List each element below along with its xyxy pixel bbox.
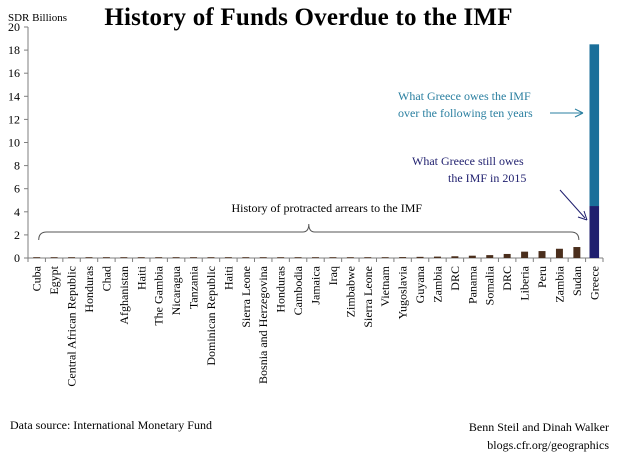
bar xyxy=(312,257,319,258)
y-tick-label: 10 xyxy=(8,136,20,150)
data-source-note: Data source: International Monetary Fund xyxy=(10,418,212,432)
x-tick-label: Haiti xyxy=(134,265,148,290)
x-tick-label: Somalia xyxy=(483,265,497,305)
bar xyxy=(346,257,354,258)
x-tick-label: Yugoslavia xyxy=(396,265,410,319)
annotation-current-line2: the IMF in 2015 xyxy=(448,171,526,185)
chart-title: History of Funds Overdue to the IMF xyxy=(104,4,513,31)
bar xyxy=(399,257,407,258)
x-tick-label: DRC xyxy=(448,266,462,291)
bar xyxy=(33,257,41,258)
x-tick-label: Sierra Leone xyxy=(361,266,375,328)
bar xyxy=(503,253,511,258)
y-tick-label: 4 xyxy=(14,205,20,219)
x-tick-label: Haiti xyxy=(221,265,235,290)
y-tick-label: 16 xyxy=(8,66,20,80)
bar-greece-2015 xyxy=(589,206,600,258)
bar xyxy=(294,257,302,258)
bar xyxy=(364,257,372,258)
x-tick-label: Chad xyxy=(99,266,113,291)
x-tick-label: Dominican Republic xyxy=(204,266,218,366)
annotation-future-line2: over the following ten years xyxy=(398,106,533,120)
bar xyxy=(573,247,581,258)
bar xyxy=(68,257,76,258)
bar xyxy=(120,257,128,258)
bar xyxy=(137,257,145,258)
y-axis-unit-label: SDR Billions xyxy=(8,12,67,24)
bar xyxy=(50,257,58,258)
y-tick-label: 20 xyxy=(8,20,20,34)
bar xyxy=(85,257,93,258)
bar xyxy=(555,248,563,258)
bar xyxy=(155,257,163,258)
x-tick-label: Bosnia and Herzegovina xyxy=(256,265,270,384)
x-tick-label: Liberia xyxy=(518,265,532,300)
x-tick-label: Central African Republic xyxy=(65,266,79,387)
x-tick-label: Honduras xyxy=(82,266,96,313)
bar xyxy=(468,255,476,258)
x-tick-label: Zimbabwe xyxy=(343,266,357,317)
y-tick-label: 6 xyxy=(14,182,20,196)
x-tick-label: Jamaica xyxy=(309,265,323,304)
x-tick-label: Sierra Leone xyxy=(239,266,253,328)
x-tick-label: Cambodia xyxy=(291,265,305,315)
bar xyxy=(207,257,215,258)
x-tick-label: Panama xyxy=(465,265,479,304)
x-tick-label: Sudan xyxy=(570,266,584,296)
y-tick-label: 12 xyxy=(8,112,20,126)
x-tick-label: Afghanistan xyxy=(117,266,131,325)
x-tick-label: Iraq xyxy=(326,266,340,285)
y-tick-label: 2 xyxy=(14,228,20,242)
bar xyxy=(102,257,110,258)
y-tick-label: 0 xyxy=(14,251,20,265)
bar xyxy=(381,257,389,258)
bar xyxy=(329,257,337,258)
bar xyxy=(486,255,494,258)
x-tick-label: Peru xyxy=(535,266,549,288)
bar-greece-future xyxy=(589,44,600,207)
x-tick-label: Vietnam xyxy=(378,265,392,306)
annotation-current-line1: What Greece still owes xyxy=(412,154,524,168)
credit-block: Benn Steil and Dinah Walker blogs.cfr.or… xyxy=(469,418,609,454)
x-tick-label: Guyana xyxy=(413,265,427,303)
author-credit: Benn Steil and Dinah Walker xyxy=(468,420,609,434)
x-tick-label: Tanzania xyxy=(187,265,201,309)
bar xyxy=(521,251,529,258)
y-tick-label: 8 xyxy=(14,159,20,173)
bar xyxy=(416,256,424,258)
brace xyxy=(38,223,580,241)
y-tick-label: 18 xyxy=(8,43,20,57)
x-tick-label: Egypt xyxy=(47,265,61,294)
bar xyxy=(433,256,441,258)
x-tick-label: Zambia xyxy=(430,265,444,302)
x-tick-label: Zambia xyxy=(552,265,566,302)
arrow-current-head xyxy=(577,210,588,221)
x-tick-label: Greece xyxy=(587,266,601,300)
bar xyxy=(277,257,285,258)
x-tick-label: Honduras xyxy=(274,266,288,313)
x-tick-label: The Gambia xyxy=(152,265,166,325)
x-tick-label: Cuba xyxy=(30,265,44,291)
arrow-current-line xyxy=(559,189,586,219)
bar xyxy=(538,251,546,258)
brace-label: History of protracted arrears to the IMF xyxy=(231,201,422,215)
bar xyxy=(259,257,267,258)
bar xyxy=(242,257,250,258)
y-tick-label: 14 xyxy=(8,89,20,103)
bar xyxy=(172,257,180,258)
x-tick-label: Nicaragua xyxy=(169,265,183,315)
arrow-future-head xyxy=(574,108,584,118)
annotation-future-line1: What Greece owes the IMF xyxy=(398,89,531,103)
bar xyxy=(190,257,198,258)
bar xyxy=(451,256,459,258)
x-tick-label: DRC xyxy=(500,266,514,291)
site-credit: blogs.cfr.org/geographics xyxy=(487,438,609,452)
bar xyxy=(224,257,232,258)
